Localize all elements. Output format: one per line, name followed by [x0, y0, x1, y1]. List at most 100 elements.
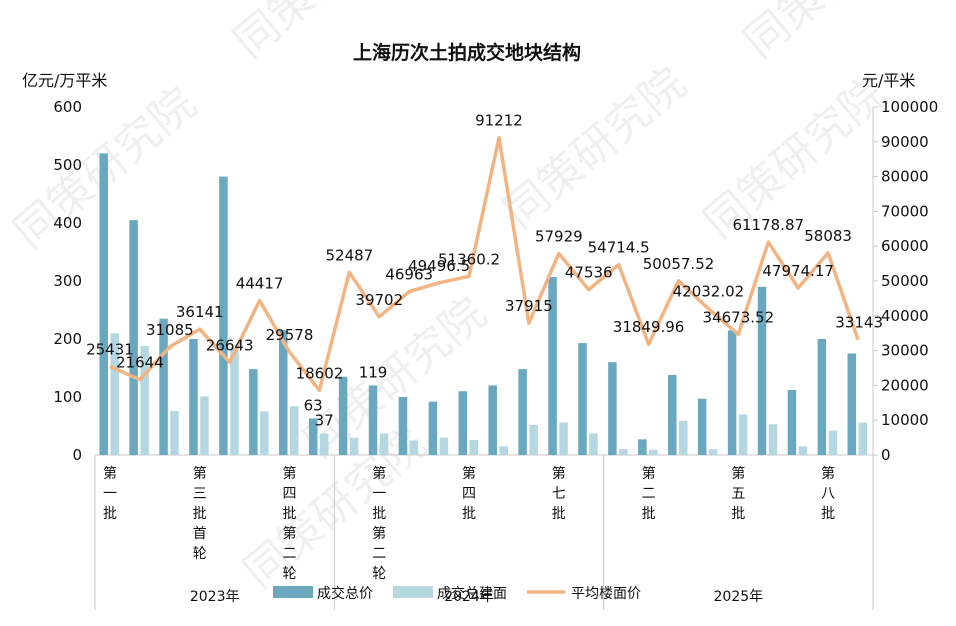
line-data-label: 57929: [535, 227, 583, 245]
bar-total-area: [619, 449, 628, 455]
bar-total-area: [140, 345, 149, 455]
bar-total-area: [529, 424, 538, 455]
bar-total-area: [230, 347, 239, 455]
left-tick-label: 400: [53, 214, 82, 232]
bar-total-area: [649, 449, 658, 455]
legend: 成交总价 成交总建面 平均楼面价: [273, 585, 641, 602]
bar-total-area: [409, 440, 419, 455]
bars: [99, 153, 868, 455]
right-tick-label: 30000: [881, 342, 929, 360]
bar-total-area: [559, 422, 568, 455]
legend-label: 平均楼面价: [571, 586, 641, 602]
watermark-text: 同策研究院: [734, 0, 935, 68]
bar-total-area: [798, 446, 808, 455]
line-data-label: 47536: [565, 264, 613, 282]
left-tick-label: 0: [72, 446, 82, 464]
bar-total-area: [200, 396, 209, 455]
bar-total-price: [847, 353, 857, 455]
bar-total-price: [787, 390, 797, 455]
year-label: 2023年: [190, 589, 240, 605]
line-series: [109, 135, 860, 393]
bar-total-area: [469, 439, 479, 455]
line-data-label: 31085: [146, 321, 194, 339]
right-tick-label: 0: [881, 446, 891, 464]
left-tick-label: 100: [53, 388, 82, 406]
category-label: 第四批: [462, 465, 476, 522]
bar-data-label: 37: [315, 412, 334, 430]
category-label: 第一批第二轮: [372, 465, 386, 582]
line-data-label: 36141: [176, 303, 224, 321]
line-data-label: 18602: [296, 364, 344, 382]
line-data-label: 44417: [236, 274, 284, 292]
right-tick-label: 20000: [881, 376, 929, 394]
bar-total-price: [428, 401, 438, 455]
bar-total-area: [379, 433, 389, 455]
line-data-label: 26643: [206, 336, 254, 354]
line-data-label: 61178.87: [732, 216, 804, 234]
bar-total-price: [219, 176, 228, 455]
bar-total-price: [817, 339, 827, 455]
line-data-label: 25431: [86, 341, 134, 359]
left-tick-label: 600: [53, 98, 82, 116]
bar-total-price: [338, 376, 348, 455]
bar-total-price: [249, 369, 258, 455]
bar-total-price: [398, 397, 408, 455]
bar-data-label: 63: [304, 396, 323, 414]
left-axis-unit: 亿元/万平米: [22, 71, 107, 90]
bar-total-price: [727, 330, 737, 455]
line-data-label: 54714.5: [588, 239, 650, 257]
bar-total-price: [488, 385, 497, 455]
right-tick-label: 40000: [881, 307, 929, 325]
left-tick-label: 200: [53, 330, 82, 348]
bar-total-price: [99, 153, 108, 455]
line-data-label: 52487: [325, 246, 373, 264]
right-tick-label: 80000: [881, 168, 929, 186]
legend-swatch: [273, 586, 313, 598]
bar-total-price: [368, 385, 378, 455]
line-data-label: 47974.17: [762, 262, 834, 280]
line-data-label: 31849.96: [613, 318, 685, 336]
bar-total-price: [638, 439, 647, 455]
chart-title: 上海历次土拍成交地块结构: [353, 41, 581, 64]
category-label: 第八批: [821, 465, 835, 522]
line-data-label: 33143: [835, 314, 883, 332]
year-label: 2025年: [714, 589, 764, 605]
category-labels: 第一批 第三批首轮 第四批第二轮 第一批第二轮 第四批 第七批 第二批 第五批 第八批: [103, 465, 835, 582]
bar-total-area: [738, 414, 748, 455]
legend-swatch: [393, 586, 433, 598]
bar-total-area: [319, 433, 329, 455]
line-avg-price: [109, 135, 860, 393]
category-label: 第二批: [642, 465, 656, 522]
line-data-label: 51360.2: [438, 250, 500, 268]
line-data-label: 29578: [266, 326, 314, 344]
line-data-label: 46963: [385, 266, 433, 284]
line-data-label: 21644: [116, 354, 164, 372]
bar-total-price: [159, 318, 168, 455]
line-data-label: 50057.52: [643, 255, 715, 273]
bar-total-price: [578, 343, 587, 455]
bar-total-price: [697, 398, 707, 455]
bar-total-area: [708, 449, 718, 455]
legend-label: 成交总建面: [437, 585, 507, 602]
year-label: 2024年: [444, 589, 494, 605]
bar-total-area: [679, 420, 688, 455]
line-data-label: 42032.02: [673, 283, 745, 301]
watermark-text: 同策研究院: [494, 58, 695, 238]
bar-data-label: 119: [359, 363, 388, 381]
bar-total-price: [458, 391, 468, 455]
bar-total-area: [349, 437, 359, 455]
category-label: 第七批: [552, 465, 566, 522]
line-data-label: 37915: [505, 297, 553, 315]
line-data-label: 91212: [475, 112, 523, 130]
bar-total-area: [170, 410, 179, 455]
bar-total-price: [279, 330, 288, 455]
category-label: 第五批: [731, 465, 745, 522]
bar-total-price: [189, 339, 198, 455]
line-data-label: 39702: [355, 291, 403, 309]
bar-total-area: [439, 437, 449, 455]
bar-total-area: [260, 411, 269, 455]
right-tick-label: 70000: [881, 202, 929, 220]
right-tick-label: 10000: [881, 411, 929, 429]
line-data-label: 58083: [804, 227, 852, 245]
